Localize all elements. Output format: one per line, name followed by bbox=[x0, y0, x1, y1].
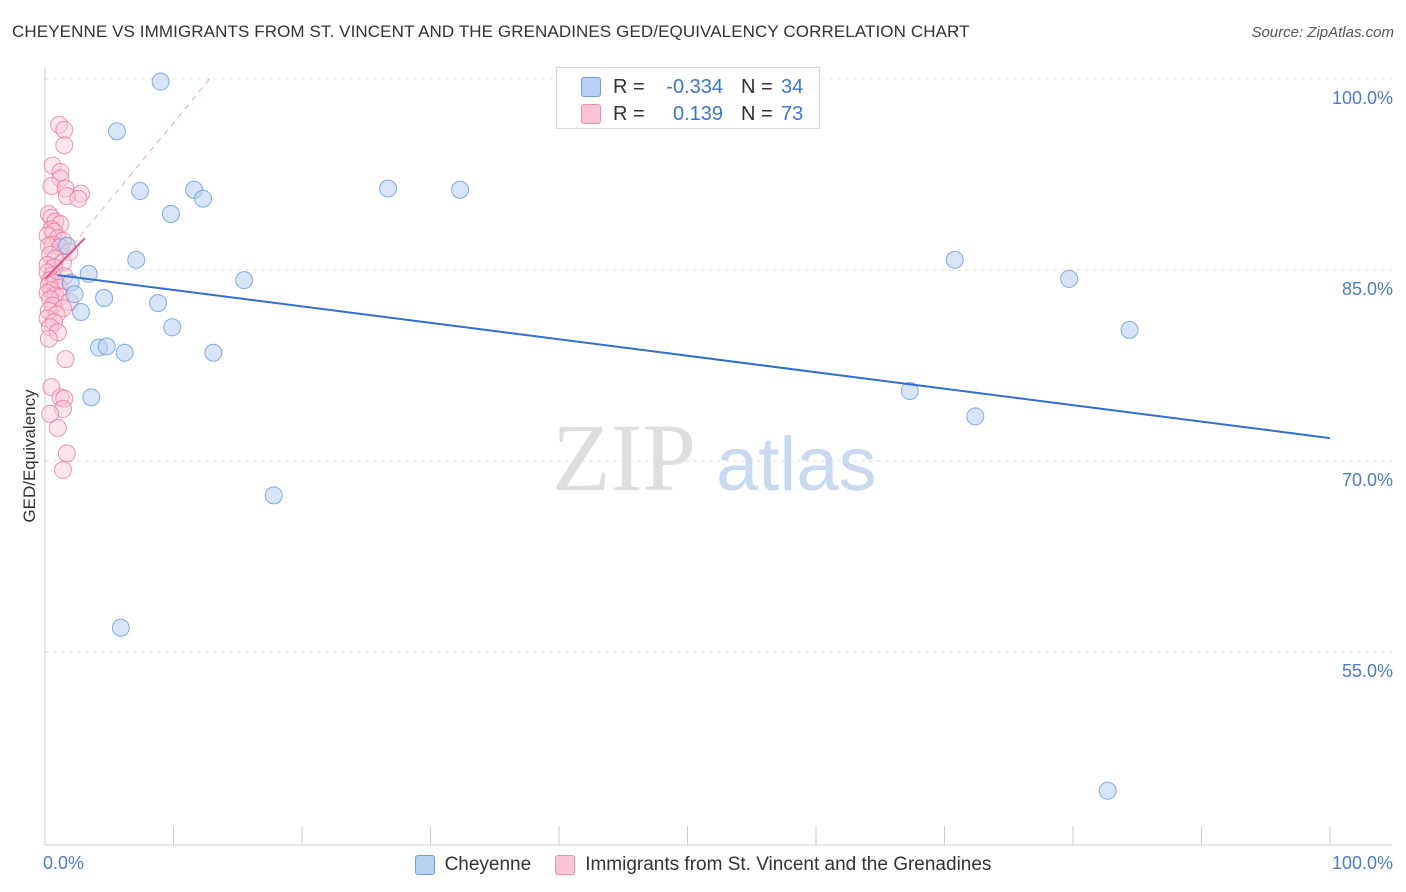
y-axis-label: GED/Equivalency bbox=[20, 389, 39, 523]
point-cheyenne bbox=[966, 407, 985, 426]
point-immigrants bbox=[39, 329, 58, 348]
point-cheyenne bbox=[131, 182, 150, 201]
point-cheyenne bbox=[149, 294, 168, 313]
point-immigrants bbox=[50, 115, 69, 134]
point-immigrants bbox=[57, 444, 76, 463]
point-immigrants bbox=[39, 276, 58, 295]
point-cheyenne bbox=[379, 179, 398, 198]
x-tick-label: 0.0% bbox=[43, 853, 84, 873]
series-swatch-immigrants bbox=[555, 855, 576, 875]
stats-legend: R = -0.334 N = 34 R = 0.139 N = 73 bbox=[556, 67, 820, 129]
point-cheyenne bbox=[1060, 269, 1079, 288]
y-tick-label: 70.0% bbox=[1342, 470, 1393, 490]
point-cheyenne bbox=[1098, 781, 1117, 800]
point-cheyenne bbox=[95, 289, 114, 308]
r-label: R = bbox=[613, 75, 645, 98]
point-immigrants bbox=[53, 299, 72, 318]
stats-legend-row-immigrants: R = 0.139 N = 73 bbox=[581, 102, 803, 126]
point-immigrants bbox=[53, 460, 72, 479]
point-cheyenne bbox=[115, 343, 134, 362]
point-cheyenne bbox=[161, 204, 180, 223]
data-points bbox=[38, 72, 1139, 800]
point-cheyenne bbox=[900, 381, 919, 400]
point-cheyenne bbox=[235, 271, 254, 290]
point-cheyenne bbox=[107, 122, 126, 141]
point-immigrants bbox=[41, 404, 60, 423]
point-cheyenne bbox=[127, 250, 146, 269]
point-immigrants bbox=[55, 120, 74, 139]
watermark-zip: ZIP bbox=[552, 404, 696, 511]
x-tick-label: 100.0% bbox=[1332, 853, 1393, 873]
grid-lines bbox=[45, 78, 1392, 653]
point-cheyenne bbox=[151, 72, 170, 91]
point-cheyenne bbox=[264, 486, 283, 505]
point-immigrants bbox=[42, 176, 61, 195]
trendline-immigrants-extended bbox=[44, 78, 210, 280]
point-cheyenne bbox=[451, 180, 470, 199]
watermark: ZIP atlas bbox=[552, 404, 877, 511]
axis-labels: 55.0% 70.0% 85.0% 100.0% 0.0% 100.0% GED/Equiv… bbox=[20, 88, 1393, 873]
source-note: Source: ZipAtlas.com bbox=[1251, 24, 1394, 41]
series-name-immigrants: Immigrants from St. Vincent and the Gren… bbox=[585, 854, 992, 875]
watermark-atlas: atlas bbox=[716, 422, 877, 507]
point-cheyenne bbox=[163, 318, 182, 337]
trendline-immigrants bbox=[44, 237, 86, 280]
legend-swatch-cheyenne bbox=[581, 77, 601, 97]
point-cheyenne bbox=[194, 189, 213, 208]
n-value: 73 bbox=[781, 102, 804, 125]
point-cheyenne bbox=[97, 337, 116, 356]
r-label: R = bbox=[613, 102, 645, 125]
series-name-cheyenne: Cheyenne bbox=[444, 854, 532, 875]
point-immigrants bbox=[48, 418, 67, 437]
point-immigrants bbox=[51, 162, 70, 181]
point-immigrants bbox=[55, 136, 74, 155]
r-value: -0.334 bbox=[666, 75, 723, 98]
point-cheyenne bbox=[204, 343, 223, 362]
series-swatch-cheyenne bbox=[414, 855, 435, 875]
series-legend-item-immigrants[interactable]: Immigrants from St. Vincent and the Gren… bbox=[555, 854, 991, 876]
point-cheyenne bbox=[1120, 320, 1139, 339]
trendline-cheyenne bbox=[57, 274, 1331, 440]
chart-title: CHEYENNE VS IMMIGRANTS FROM ST. VINCENT … bbox=[12, 22, 970, 41]
y-tick-label: 85.0% bbox=[1342, 279, 1393, 299]
point-immigrants bbox=[71, 184, 90, 203]
r-value: 0.139 bbox=[672, 102, 723, 125]
point-cheyenne bbox=[57, 236, 76, 255]
stats-legend-row-cheyenne: R = -0.334 N = 34 bbox=[581, 75, 803, 99]
axes bbox=[44, 67, 1392, 846]
y-tick-label: 55.0% bbox=[1342, 661, 1393, 681]
point-cheyenne bbox=[82, 388, 101, 407]
point-immigrants bbox=[69, 189, 88, 208]
point-cheyenne bbox=[945, 250, 964, 269]
point-cheyenne bbox=[71, 303, 90, 322]
n-label: N = bbox=[741, 75, 773, 98]
series-legend-item-cheyenne[interactable]: Cheyenne bbox=[414, 854, 532, 876]
n-value: 34 bbox=[781, 75, 804, 98]
point-immigrants bbox=[48, 323, 67, 342]
point-cheyenne bbox=[65, 285, 84, 304]
point-cheyenne bbox=[111, 618, 130, 637]
point-immigrants bbox=[42, 378, 61, 397]
point-immigrants bbox=[56, 350, 75, 369]
trend-lines bbox=[44, 78, 1331, 440]
n-label: N = bbox=[741, 102, 773, 125]
y-tick-label: 100.0% bbox=[1332, 88, 1393, 108]
point-immigrants bbox=[51, 169, 70, 188]
legend-swatch-immigrants bbox=[581, 104, 601, 124]
series-legend: Cheyenne Immigrants from St. Vincent and… bbox=[0, 852, 1406, 878]
point-immigrants bbox=[57, 187, 76, 206]
